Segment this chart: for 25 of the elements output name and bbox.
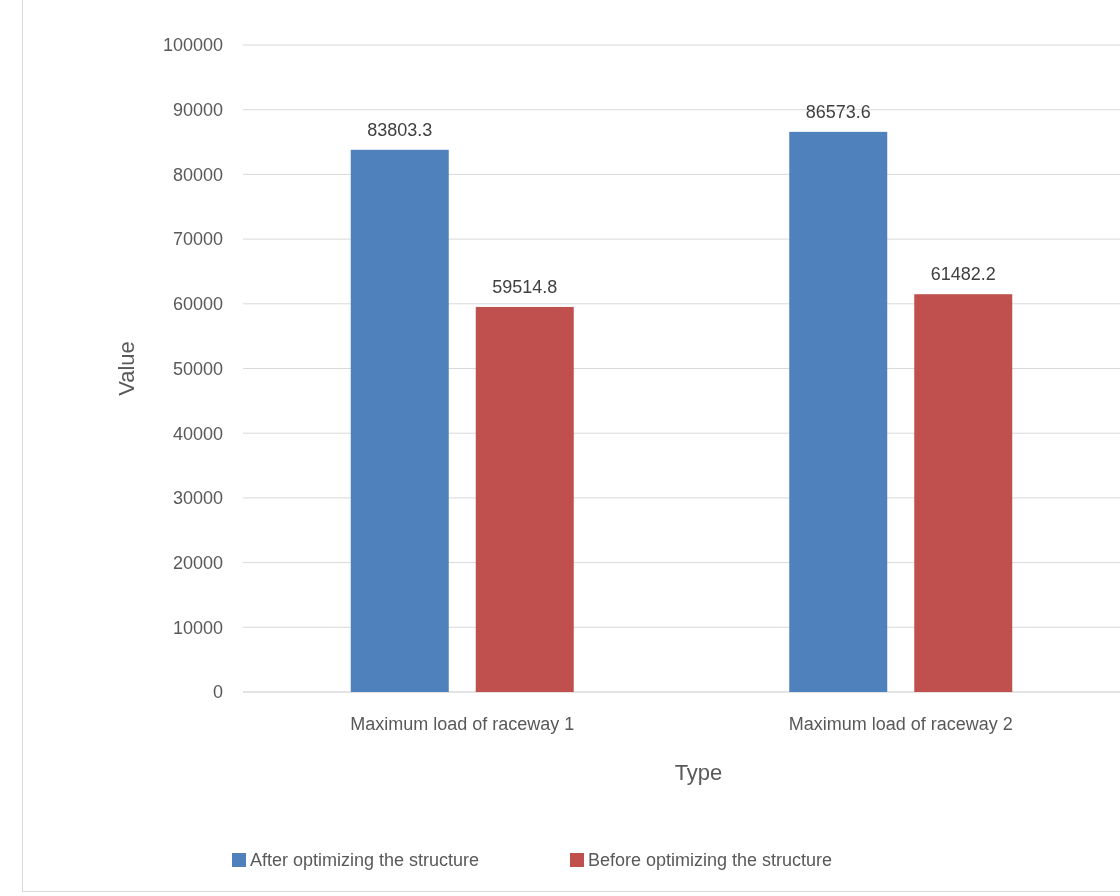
y-tick-label: 0 bbox=[212, 682, 223, 703]
y-tick-label: 30000 bbox=[172, 488, 223, 509]
data-label: 61482.2 bbox=[930, 264, 996, 285]
y-tick-label: 60000 bbox=[172, 294, 223, 315]
bar bbox=[789, 131, 888, 692]
y-tick-label: 10000 bbox=[172, 617, 223, 638]
y-tick-label: 80000 bbox=[172, 164, 223, 185]
bar bbox=[350, 149, 449, 692]
y-tick-label: 40000 bbox=[172, 423, 223, 444]
y-tick-label: 20000 bbox=[172, 552, 223, 573]
y-tick-label: 70000 bbox=[172, 229, 223, 250]
bar bbox=[475, 306, 574, 692]
data-label: 59514.8 bbox=[492, 276, 558, 297]
bar bbox=[914, 294, 1013, 692]
y-tick-label: 100000 bbox=[162, 35, 223, 56]
x-axis-title: Type bbox=[674, 760, 723, 785]
legend-label: After optimizing the structure bbox=[250, 850, 480, 871]
y-tick-label: 90000 bbox=[172, 100, 223, 120]
data-label: 83803.3 bbox=[367, 119, 433, 140]
y-tick-label: 50000 bbox=[172, 358, 223, 379]
data-label: 86573.6 bbox=[805, 101, 871, 122]
x-tick-label: Maximum load of raceway 2 bbox=[788, 714, 1013, 734]
legend-label: Before optimizing the structure bbox=[588, 850, 833, 871]
y-axis-title: Value bbox=[114, 341, 139, 396]
x-tick-label: Maximum load of raceway 1 bbox=[350, 714, 575, 734]
